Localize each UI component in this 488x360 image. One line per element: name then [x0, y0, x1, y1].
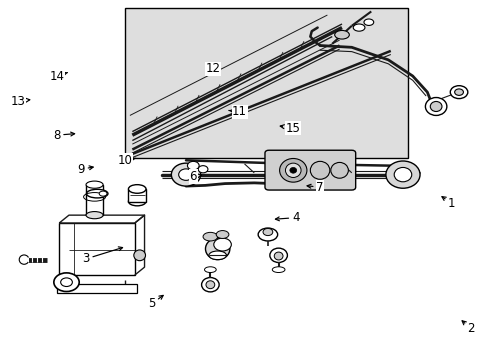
Text: 11: 11 — [228, 105, 246, 118]
Text: 8: 8 — [53, 129, 75, 142]
Ellipse shape — [449, 86, 467, 99]
Ellipse shape — [263, 228, 272, 235]
Ellipse shape — [99, 191, 107, 196]
Ellipse shape — [393, 167, 411, 182]
Bar — [57, 284, 137, 293]
Ellipse shape — [171, 163, 200, 186]
Ellipse shape — [272, 267, 285, 273]
Ellipse shape — [454, 89, 463, 95]
Ellipse shape — [54, 273, 79, 292]
Text: 15: 15 — [280, 122, 300, 135]
Text: 6: 6 — [189, 170, 201, 183]
Ellipse shape — [425, 98, 446, 116]
Ellipse shape — [61, 278, 72, 287]
Ellipse shape — [258, 228, 277, 241]
Ellipse shape — [205, 281, 214, 289]
Ellipse shape — [310, 161, 329, 179]
Ellipse shape — [128, 185, 146, 193]
Text: 5: 5 — [148, 296, 163, 310]
Ellipse shape — [203, 232, 217, 241]
Text: 3: 3 — [82, 247, 122, 265]
Text: 4: 4 — [275, 211, 299, 224]
Ellipse shape — [213, 238, 231, 251]
Text: 9: 9 — [77, 163, 93, 176]
Ellipse shape — [330, 162, 347, 178]
Ellipse shape — [19, 255, 29, 264]
Ellipse shape — [279, 158, 306, 182]
Ellipse shape — [134, 250, 145, 261]
Ellipse shape — [289, 167, 296, 173]
Ellipse shape — [204, 267, 216, 273]
Ellipse shape — [363, 19, 373, 26]
Bar — [59, 223, 135, 275]
Text: 1: 1 — [441, 197, 454, 210]
Ellipse shape — [201, 278, 219, 292]
Ellipse shape — [429, 102, 441, 112]
Ellipse shape — [274, 252, 283, 260]
Text: 14: 14 — [49, 69, 67, 82]
Ellipse shape — [205, 238, 229, 260]
Text: 13: 13 — [10, 95, 30, 108]
Ellipse shape — [352, 24, 364, 31]
FancyBboxPatch shape — [264, 150, 355, 190]
Ellipse shape — [86, 212, 103, 219]
Ellipse shape — [178, 169, 193, 180]
Text: 12: 12 — [205, 62, 220, 75]
Ellipse shape — [187, 161, 199, 170]
Ellipse shape — [385, 161, 419, 188]
Bar — [125, 8, 407, 158]
Text: 2: 2 — [461, 321, 474, 335]
Text: 10: 10 — [117, 154, 136, 167]
Ellipse shape — [86, 181, 103, 188]
Ellipse shape — [198, 166, 207, 173]
Ellipse shape — [128, 197, 146, 206]
Ellipse shape — [285, 163, 301, 177]
Ellipse shape — [86, 189, 108, 198]
Bar — [128, 189, 146, 202]
Bar — [86, 185, 103, 215]
Ellipse shape — [208, 251, 226, 260]
Ellipse shape — [334, 31, 348, 39]
Text: 7: 7 — [306, 181, 323, 194]
Ellipse shape — [216, 230, 228, 238]
Ellipse shape — [269, 248, 287, 262]
